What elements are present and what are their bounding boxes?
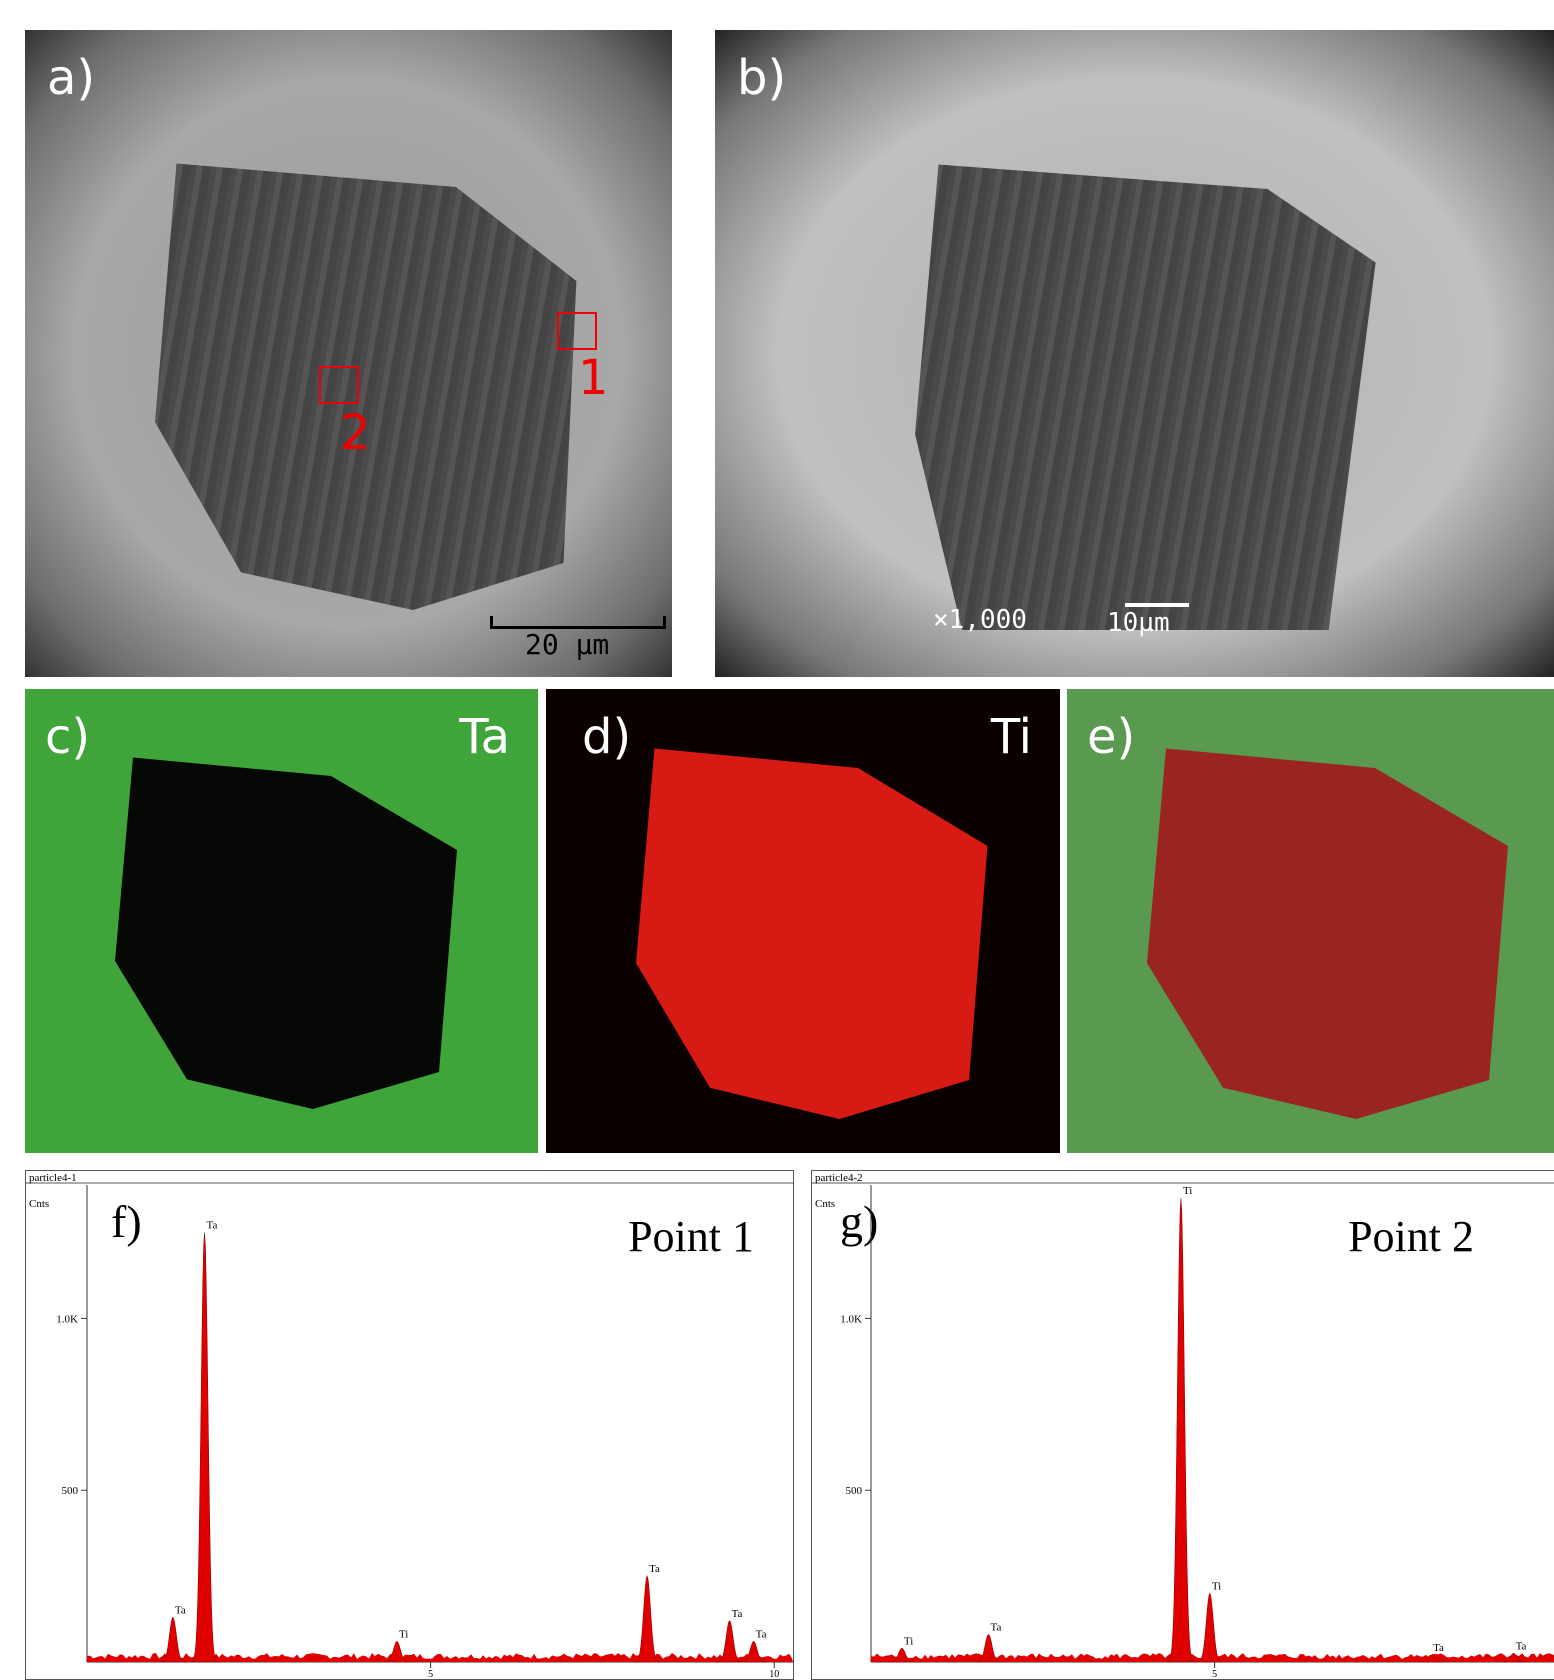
marker-box: [319, 366, 359, 404]
scale-label: 20 µm: [525, 628, 609, 661]
panel-label: g): [840, 1196, 878, 1247]
sem-image-b: b) ×1,000 10µm: [715, 30, 1554, 677]
y-tick-label: 1.0K: [840, 1313, 862, 1325]
page: a) 1 2 20 µm b) ×1,000 10µm c) Ta d) Ti …: [0, 0, 1554, 1679]
x-tick-label: 5: [428, 1669, 433, 1680]
peak-label: Ta: [1433, 1642, 1444, 1654]
peak-label: Ta: [991, 1622, 1002, 1634]
worn-area: [915, 140, 1385, 630]
annotation: 2: [340, 405, 371, 461]
y-axis-label: Cnts: [29, 1198, 49, 1210]
map-overlay: e): [1067, 689, 1554, 1153]
peak-label: Ta: [207, 1220, 218, 1232]
y-tick-label: 500: [62, 1485, 79, 1497]
panel-label: c): [45, 709, 90, 765]
point-label: Point 1: [628, 1212, 754, 1261]
peak-label: Ta: [1516, 1640, 1527, 1652]
scale-bar: [1125, 603, 1189, 607]
map-ta: c) Ta: [25, 689, 538, 1153]
peak-label: Ti: [904, 1635, 913, 1647]
peak-label: Ta: [649, 1563, 660, 1575]
element-label: Ta: [459, 709, 510, 765]
panel-label: a): [47, 50, 95, 106]
sem-image-a: a) 1 2 20 µm: [25, 30, 672, 677]
peak: [1167, 1198, 1194, 1662]
spectrum: particle4-2 Cnts g) Point 2 1.0K 500 5 Ti Ta Ti Ti…: [811, 1170, 1554, 1680]
point-label: Point 2: [1348, 1212, 1474, 1261]
annotation: 1: [578, 350, 609, 406]
spectrum-title: particle4-1: [29, 1172, 77, 1184]
x-tick-label: 10: [769, 1669, 779, 1680]
panel-label: b): [737, 50, 786, 106]
peak-label: Ti: [1183, 1185, 1192, 1197]
peak-label: Ti: [1212, 1580, 1221, 1592]
y-tick-label: 500: [846, 1485, 863, 1497]
peak-label: Ta: [756, 1628, 767, 1640]
magnification: ×1,000: [933, 605, 1027, 635]
panel-label: e): [1087, 709, 1135, 765]
peak: [191, 1233, 218, 1662]
y-axis-label: Cnts: [815, 1198, 835, 1210]
map-ti: d) Ti: [546, 689, 1060, 1153]
marker-box: [557, 312, 597, 350]
element-label: Ti: [991, 709, 1032, 765]
y-tick-label: 1.0K: [56, 1313, 78, 1325]
dark-area: [115, 739, 475, 1109]
spectrum-title: particle4-2: [815, 1172, 863, 1184]
x-tick-label: 5: [1212, 1669, 1217, 1680]
peak-label: Ta: [732, 1608, 743, 1620]
peak-label: Ta: [175, 1604, 186, 1616]
worn-area: [155, 140, 585, 610]
panel-label: d): [582, 709, 631, 765]
peak-label: Ti: [399, 1628, 408, 1640]
peak: [633, 1576, 660, 1662]
scale-label: 10µm: [1107, 608, 1170, 638]
ti-area: [636, 729, 1006, 1119]
spectrum: particle4-1 Cnts f) Point 1 1.0K 500 5 10 Ta Ta Ti…: [25, 1170, 794, 1680]
panel-label: f): [111, 1196, 142, 1247]
ti-area: [1147, 729, 1527, 1119]
peak: [1196, 1593, 1223, 1662]
